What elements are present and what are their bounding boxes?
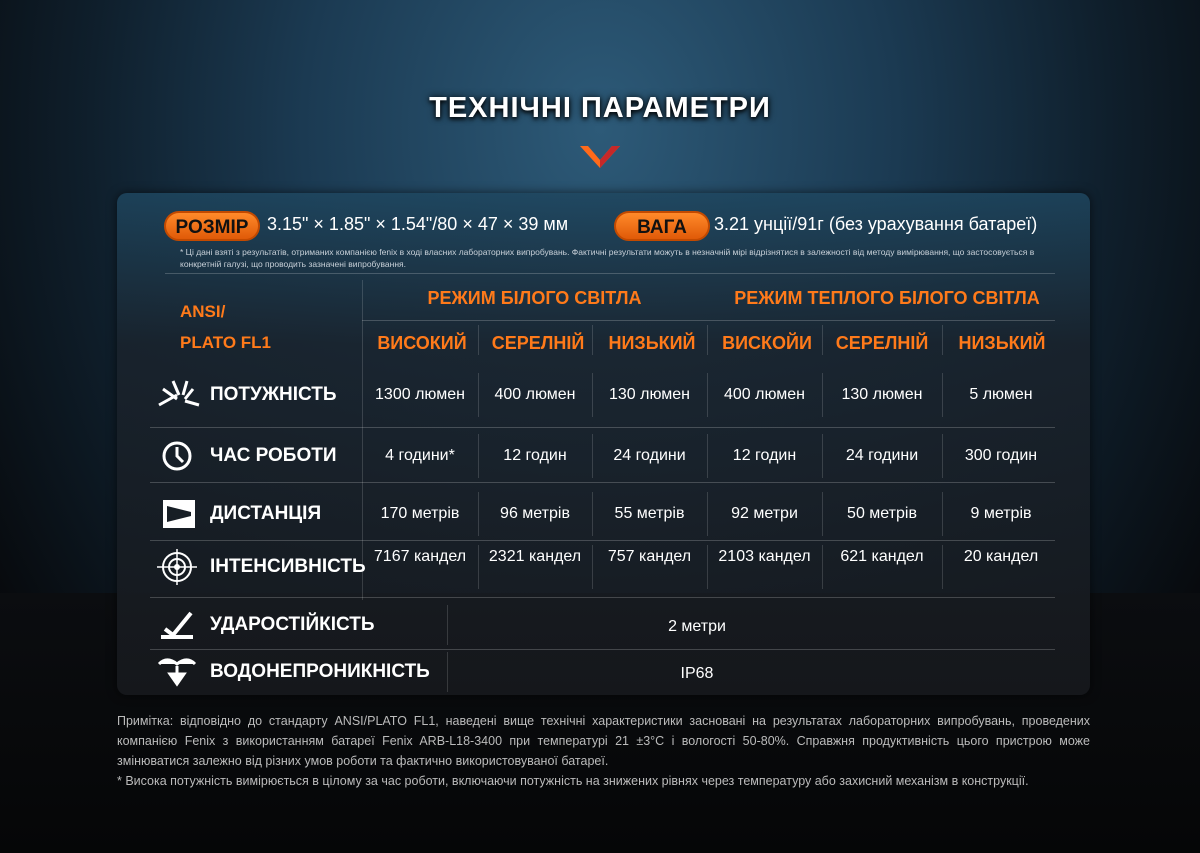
table-cell: 400 люмен	[723, 386, 806, 403]
divider	[150, 427, 1055, 428]
mode-header: СЕРЕЛНІЙ	[835, 333, 929, 353]
divider	[362, 320, 1055, 321]
table-cell: 2321 кандел	[488, 548, 582, 565]
row-label: ІНТЕНСИВНІСТЬ	[210, 556, 366, 577]
table-cell: 12 годин	[732, 447, 797, 464]
divider	[942, 434, 943, 478]
mode-header: ВИСКОЙИ	[722, 333, 812, 353]
divider	[822, 325, 823, 355]
weight-value: 3.21 унції/91г (без урахування батареї)	[714, 214, 1038, 234]
row-label: ДИСТАНЦІЯ	[210, 503, 322, 524]
table-cell: 5 люмен	[969, 386, 1033, 403]
divider	[150, 540, 1055, 541]
table-cell: 300 годин	[964, 447, 1038, 464]
divider	[478, 434, 479, 478]
table-cell: 55 метрів	[614, 505, 685, 522]
table-cell: 2103 кандел	[718, 548, 811, 565]
divider	[362, 280, 363, 600]
divider	[822, 434, 823, 478]
clock-icon	[162, 441, 192, 471]
burst-icon	[158, 380, 200, 407]
note-main: Примітка: відповідно до стандарту ANSI/P…	[117, 714, 1090, 768]
impact-icon	[161, 611, 193, 639]
page-title: ТЕХНІЧНІ ПАРАМЕТРИ	[429, 92, 771, 124]
footnotes: Примітка: відповідно до стандарту ANSI/P…	[117, 711, 1090, 791]
divider	[707, 545, 708, 589]
table-cell: 757 кандел	[607, 548, 692, 565]
size-label: РОЗМІР	[164, 211, 260, 241]
size-value: 3.15" × 1.85" × 1.54"/80 × 47 × 39 мм	[267, 214, 569, 234]
divider	[592, 325, 593, 355]
divider	[942, 325, 943, 355]
row-label: ПОТУЖНІСТЬ	[210, 384, 337, 405]
divider	[478, 325, 479, 355]
table-cell: 50 метрів	[847, 505, 917, 522]
spec-panel	[117, 193, 1090, 695]
divider	[707, 434, 708, 478]
divider	[150, 649, 1055, 650]
divider	[592, 545, 593, 589]
divider	[822, 545, 823, 589]
table-cell: 96 метрів	[500, 505, 570, 522]
disclaimer: * Ці дані взяті з результатів, отриманих…	[180, 247, 1035, 269]
row-label: ЧАС РОБОТИ	[210, 445, 337, 466]
divider	[822, 373, 823, 417]
table-cell: 130 люмен	[841, 386, 923, 403]
divider	[592, 434, 593, 478]
divider	[822, 492, 823, 536]
table-cell: 621 кандел	[840, 548, 924, 565]
divider	[707, 325, 708, 355]
table-cell: 12 годин	[503, 447, 567, 464]
divider	[592, 373, 593, 417]
table-cell: 400 люмен	[494, 386, 576, 403]
beam-icon	[163, 500, 195, 528]
mode-header: НИЗЬКИЙ	[958, 333, 1046, 353]
divider	[447, 652, 448, 692]
mode-header: СЕРЕЛНІЙ	[491, 333, 585, 353]
table-cell: 1300 люмен	[375, 386, 465, 403]
table-cell: IP68	[680, 665, 714, 682]
table-cell: 4 години*	[385, 447, 455, 464]
divider	[592, 492, 593, 536]
chevron-down-icon	[580, 146, 620, 168]
group-warm: РЕЖИМ ТЕПЛОГО БІЛОГО СВІТЛА	[734, 288, 1040, 308]
divider	[478, 545, 479, 589]
group-white: РЕЖИМ БІЛОГО СВІТЛА	[427, 288, 642, 308]
row-label: УДАРОСТІЙКІСТЬ	[210, 614, 375, 635]
mode-header: НИЗЬКИЙ	[608, 333, 696, 353]
water-icon	[157, 658, 197, 687]
table-cell: 130 люмен	[608, 386, 691, 403]
table-cell: 2 метри	[668, 618, 726, 635]
divider	[165, 273, 1055, 274]
table-cell: 24 години	[613, 447, 686, 464]
table-cell: 9 метрів	[970, 505, 1032, 522]
divider	[707, 373, 708, 417]
table-cell: 7167 кандел	[373, 548, 467, 565]
table-cell: 24 години	[845, 447, 919, 464]
mode-header: ВИСОКИЙ	[377, 333, 467, 353]
table-cell: 92 метри	[731, 505, 798, 522]
divider	[942, 492, 943, 536]
target-icon	[157, 549, 197, 585]
divider	[478, 373, 479, 417]
row-label: ВОДОНЕПРОНИКНІСТЬ	[210, 661, 430, 682]
standard-label: ANSI/ PLATO FL1	[180, 302, 271, 352]
divider	[150, 597, 1055, 598]
note-asterisk: * Висока потужність вимірюється в цілому…	[117, 774, 1029, 788]
table-cell: 170 метрів	[380, 505, 460, 522]
weight-label: ВАГА	[614, 211, 710, 241]
divider	[447, 605, 448, 645]
table-cell: 20 кандел	[963, 548, 1039, 565]
divider	[478, 492, 479, 536]
divider	[942, 545, 943, 589]
divider	[150, 482, 1055, 483]
divider	[942, 373, 943, 417]
divider	[707, 492, 708, 536]
